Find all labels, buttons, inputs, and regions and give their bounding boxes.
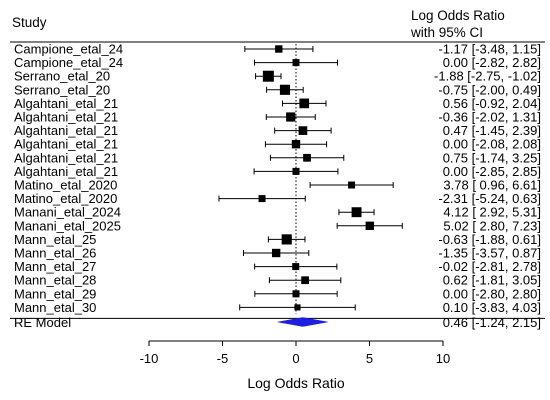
study-label: Mann_etal_30 xyxy=(14,300,96,315)
study-label: Algahtani_etal_21 xyxy=(14,137,118,152)
point-estimate-square xyxy=(301,276,309,285)
point-estimate-square xyxy=(351,207,362,218)
study-rows: Campione_etal_24 -1.17 [-3.48, 1.15] Campi… xyxy=(10,42,545,330)
x-tick-label: 5 xyxy=(366,351,373,366)
point-estimate-square xyxy=(281,234,292,245)
study-label: Mann_etal_27 xyxy=(14,259,96,274)
point-estimate-square xyxy=(292,263,300,271)
effect-ci-text: -2.31 [-5.24, 0.63] xyxy=(438,191,541,206)
point-estimate-square xyxy=(279,84,291,95)
point-estimate-square xyxy=(365,221,374,230)
effect-ci-text: 0.62 [-1.81, 3.05] xyxy=(443,273,541,288)
study-label: Mann_etal_28 xyxy=(14,273,96,288)
point-estimate-square xyxy=(292,167,300,175)
study-label: Serrano_etal_20 xyxy=(14,82,110,97)
effect-ci-text: 5.02 [ 2.80, 7.23] xyxy=(443,218,541,233)
x-axis: -10 -5 0 5 10 xyxy=(140,340,450,366)
study-label: Campione_etal_24 xyxy=(14,42,123,57)
study-label: Mann_etal_26 xyxy=(14,246,96,261)
study-label: Mann_etal_25 xyxy=(14,232,96,247)
point-estimate-square xyxy=(303,153,311,162)
effect-ci-text: 0.47 [-1.45, 2.39] xyxy=(443,123,541,138)
study-column-header: Study xyxy=(12,15,47,30)
effect-ci-text: 0.75 [-1.74, 3.25] xyxy=(443,150,541,165)
point-estimate-square xyxy=(294,304,301,311)
point-estimate-square xyxy=(275,45,283,53)
effect-ci-text: 0.00 [-2.80, 2.80] xyxy=(443,286,541,301)
point-estimate-square xyxy=(298,126,308,135)
effect-ci-text: 0.00 [-2.08, 2.08] xyxy=(443,137,541,152)
x-tick-label: 10 xyxy=(436,351,450,366)
summary-ci-text: 0.46 [-1.24, 2.15] xyxy=(443,315,541,330)
effect-ci-text: -1.35 [-3.57, 0.87] xyxy=(438,246,541,261)
x-tick-label: -10 xyxy=(140,351,159,366)
study-label: Matino_etal_2020 xyxy=(14,191,117,206)
study-label: Campione_etal_24 xyxy=(14,55,123,70)
point-estimate-square xyxy=(299,98,310,109)
study-label: Mann_etal_29 xyxy=(14,286,96,301)
point-estimate-square xyxy=(291,140,301,149)
effect-ci-text: -0.63 [-1.88, 0.61] xyxy=(438,232,541,247)
effect-ci-text: -0.75 [-2.00, 0.49] xyxy=(438,82,541,97)
point-estimate-square xyxy=(262,70,274,82)
x-axis-label: Log Odds Ratio xyxy=(247,375,344,391)
study-label: Algahtani_etal_21 xyxy=(14,164,118,179)
summary-diamond xyxy=(277,317,328,327)
study-label: Algahtani_etal_21 xyxy=(14,123,118,138)
effect-ci-text: 0.00 [-2.82, 2.82] xyxy=(443,55,541,70)
effect-column-header-line1: Log Odds Ratio xyxy=(411,8,505,23)
effect-ci-text: -0.36 [-2.02, 1.31] xyxy=(438,110,541,125)
x-tick-label: -5 xyxy=(217,351,229,366)
effect-ci-text: 3.78 [ 0.96, 6.61] xyxy=(443,178,541,193)
effect-ci-text: 4.12 [ 2.92, 5.31] xyxy=(443,205,541,220)
study-label: Matino_etal_2020 xyxy=(14,178,117,193)
effect-ci-text: 0.00 [-2.85, 2.85] xyxy=(443,164,541,179)
study-label: Manani_etal_2025 xyxy=(14,218,121,233)
study-label: Manani_etal_2024 xyxy=(14,205,121,220)
point-estimate-square xyxy=(292,290,300,298)
study-label: Algahtani_etal_21 xyxy=(14,150,118,165)
study-label: Algahtani_etal_21 xyxy=(14,110,118,125)
x-tick-label: 0 xyxy=(292,351,299,366)
effect-ci-text: -1.17 [-3.48, 1.15] xyxy=(438,42,541,57)
study-label: Algahtani_etal_21 xyxy=(14,96,118,111)
effect-ci-text: 0.10 [-3.83, 4.03] xyxy=(443,300,541,315)
effect-ci-text: -0.02 [-2.81, 2.78] xyxy=(438,259,541,274)
point-estimate-square xyxy=(271,248,281,258)
effect-ci-text: 0.56 [-0.92, 2.04] xyxy=(443,96,541,111)
study-label: Serrano_etal_20 xyxy=(14,69,110,84)
effect-column-header-line2: with 95% CI xyxy=(410,25,483,40)
effect-ci-text: -1.88 [-2.75, -1.02] xyxy=(434,69,541,84)
point-estimate-square xyxy=(286,112,296,122)
point-estimate-square xyxy=(348,181,356,189)
point-estimate-square xyxy=(292,59,300,67)
point-estimate-square xyxy=(258,195,266,203)
summary-label: RE Model xyxy=(14,315,71,330)
